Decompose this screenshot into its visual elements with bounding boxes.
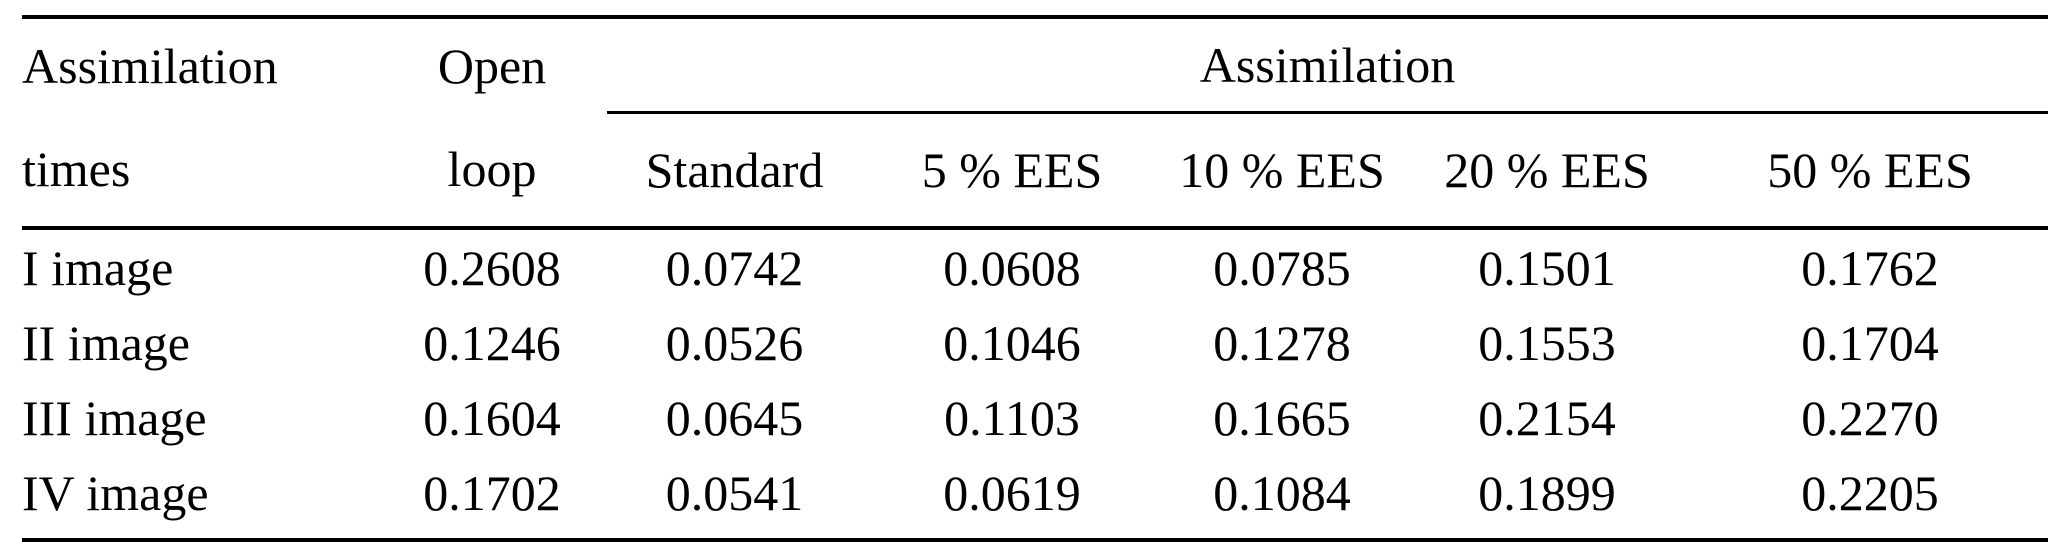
value-cell: 0.2205 [1692, 455, 2049, 542]
value-cell: 0.1278 [1213, 314, 1351, 371]
header-assimilation-times-line2: times [22, 112, 377, 230]
header-open-loop-line2: loop [377, 112, 607, 230]
header-standard: Standard [607, 112, 862, 230]
value-cell: 0.0608 [943, 239, 1081, 296]
value-cell: 0.2608 [423, 239, 561, 296]
value-cell: 0.0541 [607, 455, 862, 542]
row-label: IV image [22, 455, 377, 542]
value-cell: 0.1246 [423, 314, 561, 371]
value-cell: 0.0619 [862, 455, 1162, 542]
value-cell: 0.1501 [1478, 239, 1616, 296]
value-cell: 0.1762 [1801, 239, 1939, 296]
value-cell: 0.1553 [1478, 314, 1616, 371]
header-50pct-ees: 50 % EES [1692, 112, 2049, 230]
row-label: III image [22, 389, 207, 446]
header-assimilation-times-line1: Assimilation [22, 15, 377, 113]
value-cell: 0.2154 [1478, 389, 1616, 446]
value-cell: 0.1702 [377, 455, 607, 542]
value-cell: 0.1899 [1402, 455, 1692, 542]
table-row-ii-image: II image 0.1246 0.0526 0.1046 0.1278 0.1… [22, 305, 2048, 380]
header-10pct-ees: 10 % EES [1162, 112, 1402, 230]
header-20pct-ees: 20 % EES [1402, 112, 1692, 230]
header-row-top: Assimilation Open Assimilation [22, 15, 2049, 114]
header-open-loop-line1: Open [377, 15, 607, 113]
value-cell: 0.1046 [943, 314, 1081, 371]
value-cell: 0.1604 [423, 389, 561, 446]
value-cell: 0.1704 [1801, 314, 1939, 371]
value-cell: 0.0645 [665, 389, 804, 446]
header-5pct-ees: 5 % EES [862, 112, 1162, 230]
table-row-iii-image: III image 0.1604 0.0645 0.1103 0.1665 0.… [22, 380, 2048, 455]
group-header-assimilation: Assimilation [607, 15, 2049, 114]
table-row-iv-image: IV image 0.1702 0.0541 0.0619 0.1084 0.1… [22, 455, 2049, 542]
value-cell: 0.1084 [1162, 455, 1402, 542]
value-cell: 0.1665 [1213, 389, 1351, 446]
value-cell: 0.0526 [665, 314, 804, 371]
value-cell: 0.0785 [1213, 239, 1351, 296]
value-cell: 0.2270 [1801, 389, 1939, 446]
value-cell: 0.1103 [944, 389, 1080, 446]
header-row-sub: times loop Standard 5 % EES 10 % EES 20 … [22, 112, 2049, 230]
row-label: I image [22, 239, 174, 296]
assimilation-results-table: Assimilation Open Assimilation times loo… [22, 15, 2049, 542]
table-row-i-image: I image 0.2608 0.0742 0.0608 0.0785 0.15… [22, 228, 2048, 305]
row-label: II image [22, 314, 190, 371]
value-cell: 0.0742 [665, 239, 804, 296]
